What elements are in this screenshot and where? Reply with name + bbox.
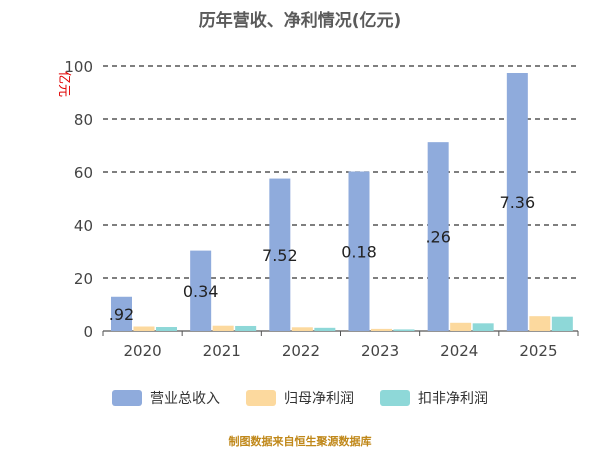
bar-net-profit bbox=[291, 327, 313, 331]
bar-data-label: 7.36 bbox=[500, 193, 536, 212]
bar-net-profit bbox=[133, 326, 155, 331]
bar-data-label: .26 bbox=[425, 228, 450, 247]
x-tick-label: 2020 bbox=[123, 342, 161, 360]
y-axis-label: 亿元 bbox=[56, 71, 71, 97]
data-source-note: 制图数据来自恒生聚源数据库 bbox=[228, 435, 372, 448]
bar-data-label: 0.34 bbox=[183, 282, 219, 301]
legend-label-deducted-profit: 扣非净利润 bbox=[418, 391, 488, 407]
legend-item-net-profit[interactable]: 归母净利润 bbox=[246, 388, 354, 408]
bar-net-profit bbox=[371, 328, 392, 331]
legend-item-revenue[interactable]: 营业总收入 bbox=[112, 388, 220, 408]
legend-swatch-revenue bbox=[112, 390, 142, 406]
bar-deducted-profit bbox=[314, 327, 336, 331]
x-tick-label: 2024 bbox=[440, 342, 478, 360]
legend-label-net-profit: 归母净利润 bbox=[284, 391, 354, 407]
legend-item-deducted-profit[interactable]: 扣非净利润 bbox=[380, 388, 488, 408]
bar-deducted-profit bbox=[393, 329, 415, 331]
y-tick-label: 0 bbox=[83, 323, 93, 341]
legend-swatch-net-profit bbox=[246, 390, 276, 406]
chart-legend: 营业总收入 归母净利润 扣非净利润 bbox=[0, 388, 600, 408]
bar-data-label: 7.52 bbox=[262, 246, 298, 265]
legend-label-revenue: 营业总收入 bbox=[150, 391, 220, 407]
bar-revenue bbox=[427, 142, 449, 331]
bar-deducted-profit bbox=[551, 316, 573, 331]
x-tick-label: 2023 bbox=[361, 342, 399, 360]
bar-net-profit bbox=[450, 322, 472, 331]
bar-revenue bbox=[111, 296, 132, 331]
chart-title: 历年营收、净利情况(亿元) bbox=[198, 11, 402, 31]
y-tick-label: 40 bbox=[74, 217, 93, 235]
y-tick-label: 100 bbox=[64, 58, 93, 76]
bar-data-label: .92 bbox=[109, 305, 134, 324]
bar-net-profit bbox=[212, 325, 234, 331]
bar-revenue bbox=[190, 250, 212, 331]
x-tick-label: 2022 bbox=[282, 342, 320, 360]
y-tick-label: 80 bbox=[74, 111, 93, 129]
bar-revenue bbox=[269, 178, 291, 331]
x-tick-label: 2025 bbox=[519, 342, 557, 360]
bar-deducted-profit bbox=[235, 325, 257, 331]
bar-net-profit bbox=[529, 316, 551, 331]
y-tick-label: 60 bbox=[74, 164, 93, 182]
legend-swatch-deducted-profit bbox=[380, 390, 410, 406]
bar-deducted-profit bbox=[156, 327, 177, 331]
x-tick-label: 2021 bbox=[203, 342, 241, 360]
bar-revenue bbox=[506, 72, 528, 331]
bar-revenue bbox=[348, 171, 370, 331]
bar-data-label: 0.18 bbox=[341, 242, 377, 261]
bar-deducted-profit bbox=[472, 323, 494, 331]
y-tick-label: 20 bbox=[74, 270, 93, 288]
